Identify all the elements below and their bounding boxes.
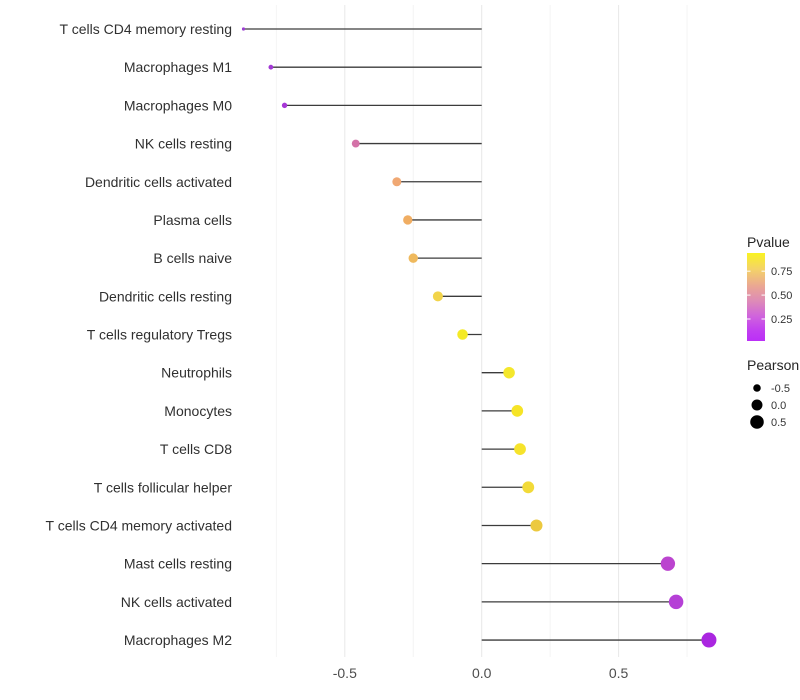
lollipop-point xyxy=(408,253,418,263)
category-label: B cells naive xyxy=(153,250,232,266)
x-tick-label: 0.5 xyxy=(609,665,629,681)
lollipop-point xyxy=(514,443,526,455)
legend-pearson-title: Pearson xyxy=(747,357,799,373)
lollipop-point xyxy=(457,329,468,340)
lollipop-point xyxy=(403,215,413,225)
pearson-size-label: -0.5 xyxy=(771,383,790,395)
lollipop-point xyxy=(351,139,360,148)
lollipop-point xyxy=(530,519,543,532)
pearson-size-dot xyxy=(753,384,761,392)
pvalue-colorbar xyxy=(747,253,765,341)
pearson-size-label: 0.0 xyxy=(771,400,786,412)
lollipop-point xyxy=(511,405,524,417)
category-label: Plasma cells xyxy=(153,212,232,228)
category-label: T cells regulatory Tregs xyxy=(87,327,232,343)
lollipop-point xyxy=(432,291,443,302)
pearson-size-dot xyxy=(750,415,764,429)
pearson-size-label: 0.5 xyxy=(771,417,786,429)
lollipop-point xyxy=(668,594,684,610)
lollipop-rows: T cells CD4 memory resting Macrophages M1… xyxy=(46,21,717,648)
category-label: NK cells resting xyxy=(135,136,232,152)
category-label: T cells CD4 memory activated xyxy=(46,517,232,533)
x-axis: -0.5 0.0 0.5 xyxy=(333,665,629,681)
category-label: Macrophages M1 xyxy=(124,59,232,75)
legend-pvalue-title: Pvalue xyxy=(747,234,790,250)
lollipop-point xyxy=(241,27,246,31)
category-label: T cells CD8 xyxy=(160,441,232,457)
gridlines xyxy=(275,5,688,657)
colorbar-tick-label: 0.75 xyxy=(771,266,792,278)
category-label: Macrophages M2 xyxy=(124,632,232,648)
x-tick-label: 0.0 xyxy=(472,665,492,681)
lollipop-point xyxy=(701,632,717,648)
colorbar-tick-label: 0.25 xyxy=(771,314,792,326)
legend-pvalue: Pvalue 0.75 0.50 0.25 xyxy=(747,234,792,341)
lollipop-point xyxy=(503,366,515,379)
lollipop-point xyxy=(268,64,274,70)
legend-pearson: Pearson -0.5 0.0 0.5 xyxy=(747,357,799,429)
colorbar-tick-label: 0.50 xyxy=(771,290,792,302)
lollipop-point xyxy=(392,177,402,187)
lollipop-point xyxy=(281,102,288,109)
category-label: T cells follicular helper xyxy=(94,479,233,495)
category-label: Monocytes xyxy=(164,403,232,419)
category-label: Dendritic cells activated xyxy=(85,174,232,190)
category-label: Macrophages M0 xyxy=(124,97,232,113)
category-label: NK cells activated xyxy=(121,594,232,610)
category-label: Neutrophils xyxy=(161,365,232,381)
pearson-size-dot xyxy=(751,399,763,411)
category-label: Mast cells resting xyxy=(124,556,232,572)
lollipop-point xyxy=(660,556,676,571)
category-label: T cells CD4 memory resting xyxy=(60,21,232,37)
x-tick-label: -0.5 xyxy=(333,665,357,681)
category-label: Dendritic cells resting xyxy=(99,288,232,304)
lollipop-point xyxy=(522,481,535,494)
